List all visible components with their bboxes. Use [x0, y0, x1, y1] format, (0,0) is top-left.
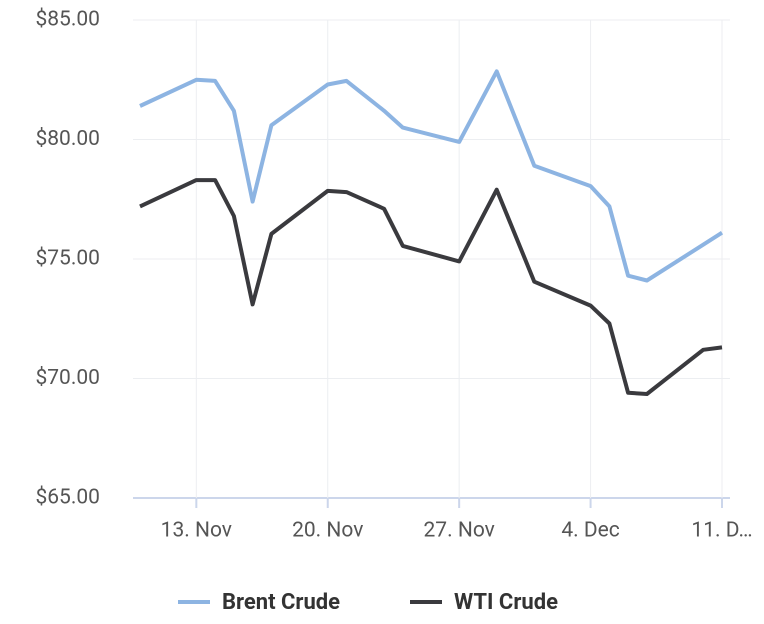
legend-label: Brent Crude [222, 590, 340, 615]
x-tick-label: 4. Dec [561, 519, 619, 543]
series-line [139, 69, 724, 283]
y-tick-label: $80.00 [35, 127, 100, 151]
x-tick-label: 11. D… [691, 519, 752, 543]
y-tick-label: $70.00 [35, 366, 100, 390]
series-line [139, 178, 723, 396]
y-tick-label: $65.00 [35, 486, 100, 510]
y-tick-label: $85.00 [35, 8, 100, 32]
x-tick-label: 20. Nov [292, 519, 363, 543]
legend-label: WTI Crude [454, 590, 558, 615]
x-tick-label: 27. Nov [423, 519, 494, 543]
x-tick-label: 13. Nov [161, 519, 232, 543]
y-tick-label: $75.00 [35, 247, 100, 271]
